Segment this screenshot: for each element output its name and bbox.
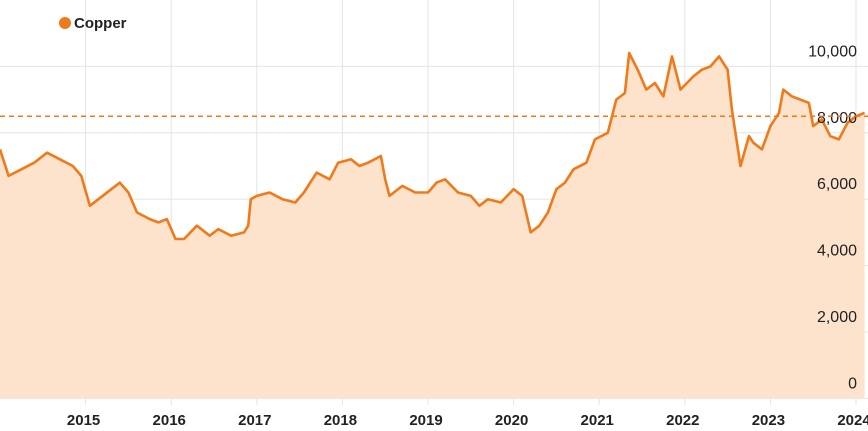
y-tick-label: 0 (848, 375, 857, 392)
x-tick-label: 2016 (153, 412, 186, 429)
legend-label: Copper (74, 15, 127, 32)
x-tick-label: 2023 (752, 412, 785, 429)
x-tick-label: 2020 (495, 412, 528, 429)
y-tick-label: 2,000 (817, 309, 857, 326)
legend-marker (59, 17, 71, 29)
x-tick-label: 2015 (67, 412, 100, 429)
x-tick-label: 2017 (238, 412, 271, 429)
y-tick-label: 10,000 (808, 43, 857, 60)
x-tick-label: 2024 (837, 412, 868, 429)
x-tick-label: 2018 (324, 412, 357, 429)
x-tick-label: 2019 (409, 412, 442, 429)
y-tick-label: 4,000 (817, 243, 857, 260)
y-tick-label: 8,000 (817, 110, 857, 127)
line (0, 51, 866, 241)
x-tick-label: 2022 (666, 412, 699, 429)
area (0, 53, 865, 399)
x-tick-label: 2021 (581, 412, 614, 429)
y-tick-label: 6,000 (817, 176, 857, 193)
